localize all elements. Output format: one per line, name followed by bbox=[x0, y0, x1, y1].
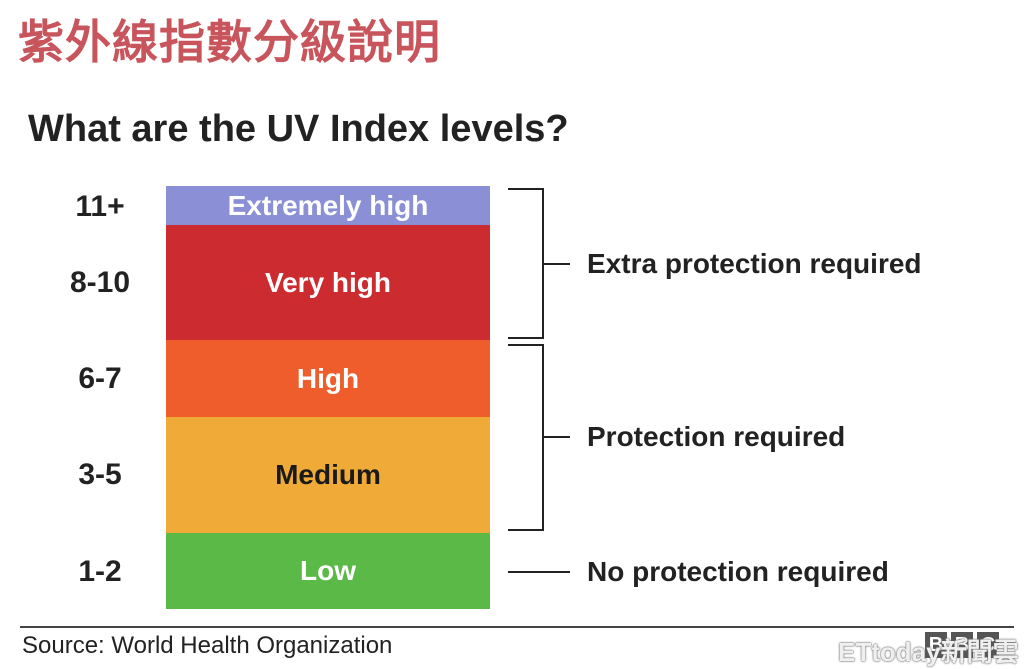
ettoday-watermark: ETtoday新聞雲 bbox=[838, 637, 1019, 667]
range-label-medium: 3-5 bbox=[78, 458, 122, 491]
range-label-high: 6-7 bbox=[78, 362, 122, 395]
band-very-high: Very high bbox=[166, 225, 490, 340]
bracket-protection bbox=[508, 344, 544, 531]
bbc-logo: B B C bbox=[925, 632, 999, 658]
band-label-very-high: Very high bbox=[264, 266, 392, 298]
chinese-title: 紫外線指數分級說明 bbox=[18, 15, 441, 69]
band-label-medium: Medium bbox=[275, 459, 381, 490]
note-extra-protection: Extra protection required bbox=[587, 248, 922, 279]
bbc-letter: B bbox=[925, 632, 947, 658]
band-extremely-high: Extremely high bbox=[166, 186, 490, 225]
band-low: Low bbox=[166, 533, 490, 609]
source-text: Source: World Health Organization bbox=[22, 632, 393, 659]
bbc-letter: B bbox=[951, 632, 973, 658]
band-label-high: High bbox=[296, 362, 360, 394]
band-label-low: Low bbox=[300, 555, 356, 586]
bracket-extra-protection bbox=[508, 188, 544, 339]
note-no-protection: No protection required bbox=[587, 556, 889, 587]
band-high: High bbox=[166, 340, 490, 417]
bbc-letter: C bbox=[977, 632, 999, 658]
range-label-low: 1-2 bbox=[78, 555, 122, 588]
footer-divider bbox=[20, 626, 1014, 628]
bracket-tick-protection bbox=[544, 436, 570, 438]
band-label-extremely-high: Extremely high bbox=[227, 189, 429, 221]
page-title: What are the UV Index levels? bbox=[28, 108, 569, 150]
band-medium: Medium bbox=[166, 417, 490, 533]
line-no-protection bbox=[508, 571, 570, 573]
range-label-very-high: 8-10 bbox=[69, 266, 131, 299]
note-protection: Protection required bbox=[587, 421, 846, 452]
range-label-extremely-high: 11+ bbox=[75, 190, 125, 223]
bracket-tick-extra bbox=[544, 263, 570, 265]
